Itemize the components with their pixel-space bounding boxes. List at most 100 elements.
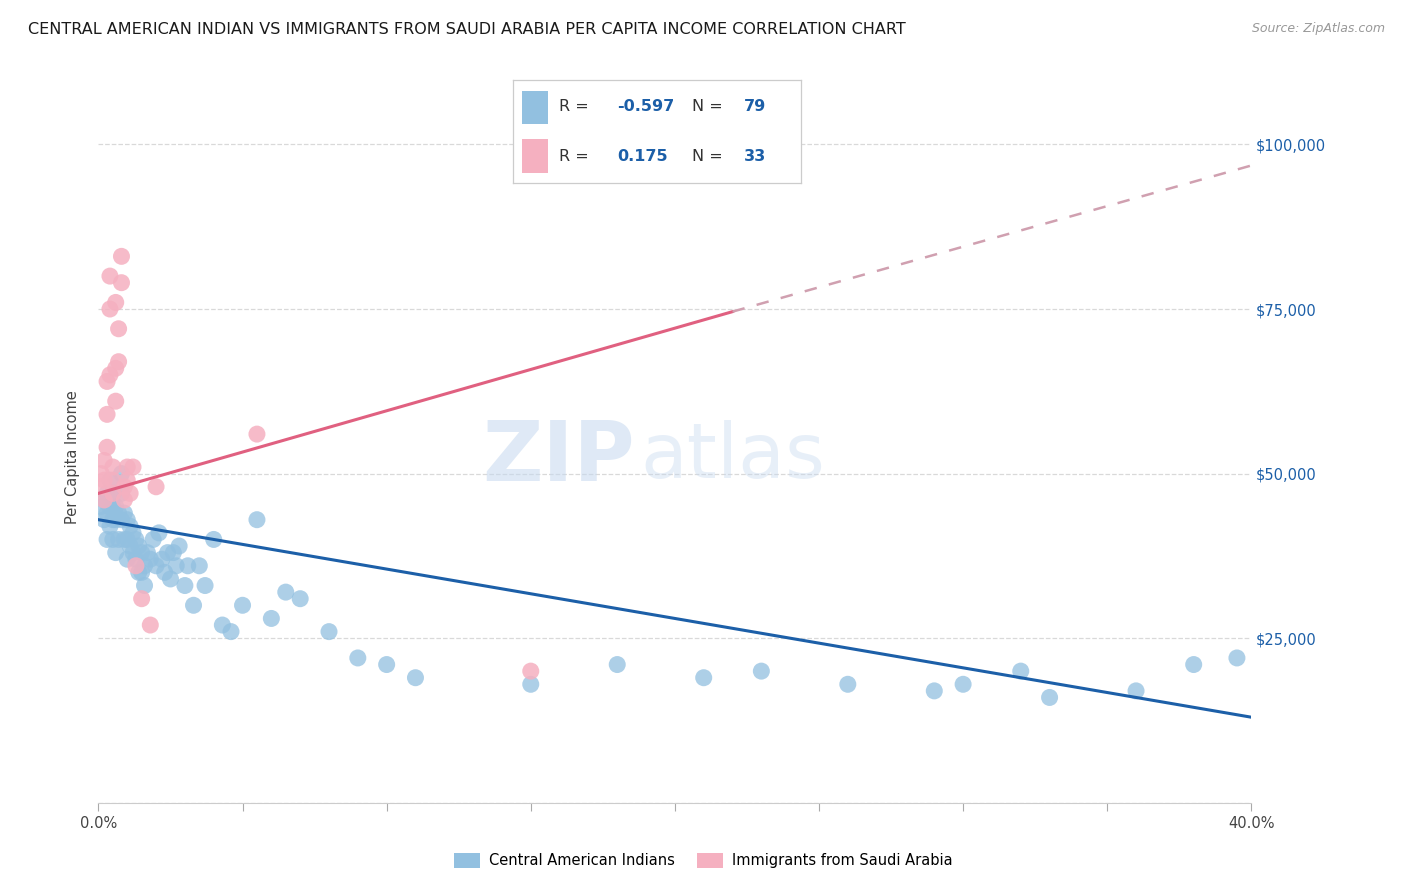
Text: R =: R = (560, 149, 589, 164)
Point (131, 591, 153, 606)
Point (139, 552, 162, 566)
Point (96, 506, 118, 520)
Point (167, 539, 190, 553)
Point (117, 473, 139, 487)
Point (1039, 690, 1062, 705)
Point (346, 651, 368, 665)
Point (110, 276, 132, 290)
Point (98, 269, 121, 284)
Point (101, 500, 124, 514)
Point (290, 591, 312, 606)
Point (520, 677, 543, 691)
Point (98, 473, 121, 487)
Point (101, 513, 124, 527)
Point (101, 533, 124, 547)
Point (125, 558, 148, 573)
Point (274, 585, 297, 599)
Point (375, 657, 398, 672)
Point (145, 558, 167, 573)
Text: 79: 79 (744, 99, 766, 114)
Point (131, 546, 153, 560)
Point (520, 664, 543, 678)
Point (145, 480, 167, 494)
Point (96, 486, 118, 500)
Point (104, 394, 127, 409)
Point (101, 460, 124, 475)
Point (122, 460, 145, 475)
Point (90, 467, 112, 481)
Point (101, 473, 124, 487)
Point (112, 533, 135, 547)
Point (93, 513, 115, 527)
Point (122, 525, 145, 540)
Point (606, 657, 628, 672)
Point (1010, 664, 1032, 678)
Point (159, 572, 181, 586)
Point (318, 624, 340, 639)
Point (98, 500, 121, 514)
Point (142, 533, 165, 547)
Point (139, 618, 162, 632)
Point (90, 500, 112, 514)
Point (952, 677, 974, 691)
Point (117, 552, 139, 566)
Point (112, 492, 135, 507)
Point (120, 519, 142, 533)
Point (112, 480, 135, 494)
Point (104, 361, 127, 376)
Point (156, 546, 179, 560)
Point (107, 322, 129, 336)
Point (148, 525, 170, 540)
Point (98, 519, 121, 533)
Text: N =: N = (692, 149, 723, 164)
Legend: Central American Indians, Immigrants from Saudi Arabia: Central American Indians, Immigrants fro… (449, 847, 957, 874)
Text: CENTRAL AMERICAN INDIAN VS IMMIGRANTS FROM SAUDI ARABIA PER CAPITA INCOME CORREL: CENTRAL AMERICAN INDIAN VS IMMIGRANTS FR… (28, 22, 905, 37)
Point (117, 460, 139, 475)
Point (246, 427, 269, 442)
Point (93, 453, 115, 467)
Point (153, 566, 176, 580)
Point (246, 513, 269, 527)
Point (162, 546, 184, 560)
Text: -0.597: -0.597 (617, 99, 675, 114)
Point (104, 546, 127, 560)
Point (110, 513, 132, 527)
Point (924, 684, 946, 698)
Point (174, 578, 197, 592)
Point (260, 611, 283, 625)
Point (751, 664, 773, 678)
FancyBboxPatch shape (522, 139, 548, 173)
Point (112, 506, 135, 520)
Point (128, 566, 150, 580)
FancyBboxPatch shape (522, 91, 548, 124)
Text: 0.175: 0.175 (617, 149, 668, 164)
Point (104, 500, 127, 514)
Text: 33: 33 (744, 149, 766, 164)
Point (120, 486, 142, 500)
Point (117, 533, 139, 547)
Point (101, 486, 124, 500)
Point (98, 368, 121, 382)
Point (837, 677, 859, 691)
Point (117, 513, 139, 527)
Point (1226, 651, 1249, 665)
Point (107, 533, 129, 547)
Point (219, 624, 242, 639)
Point (194, 578, 217, 592)
Point (202, 533, 225, 547)
Point (107, 506, 129, 520)
Point (120, 539, 142, 553)
Text: R =: R = (560, 99, 589, 114)
Point (93, 492, 115, 507)
Point (128, 539, 150, 553)
Point (183, 599, 205, 613)
Point (125, 533, 148, 547)
Point (96, 375, 118, 389)
Point (96, 533, 118, 547)
Point (693, 671, 716, 685)
Text: atlas: atlas (640, 420, 825, 494)
Point (165, 558, 187, 573)
Point (1182, 657, 1205, 672)
Point (211, 618, 233, 632)
Point (107, 354, 129, 368)
